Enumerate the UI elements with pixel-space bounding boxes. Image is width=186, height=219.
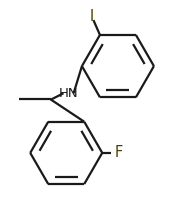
Text: I: I <box>89 9 94 24</box>
Text: HN: HN <box>59 87 79 100</box>
Text: F: F <box>115 145 123 160</box>
